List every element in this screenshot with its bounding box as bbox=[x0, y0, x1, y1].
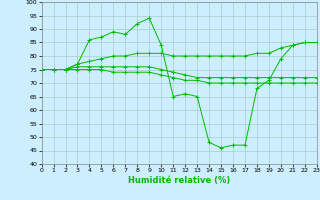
X-axis label: Humidité relative (%): Humidité relative (%) bbox=[128, 176, 230, 185]
